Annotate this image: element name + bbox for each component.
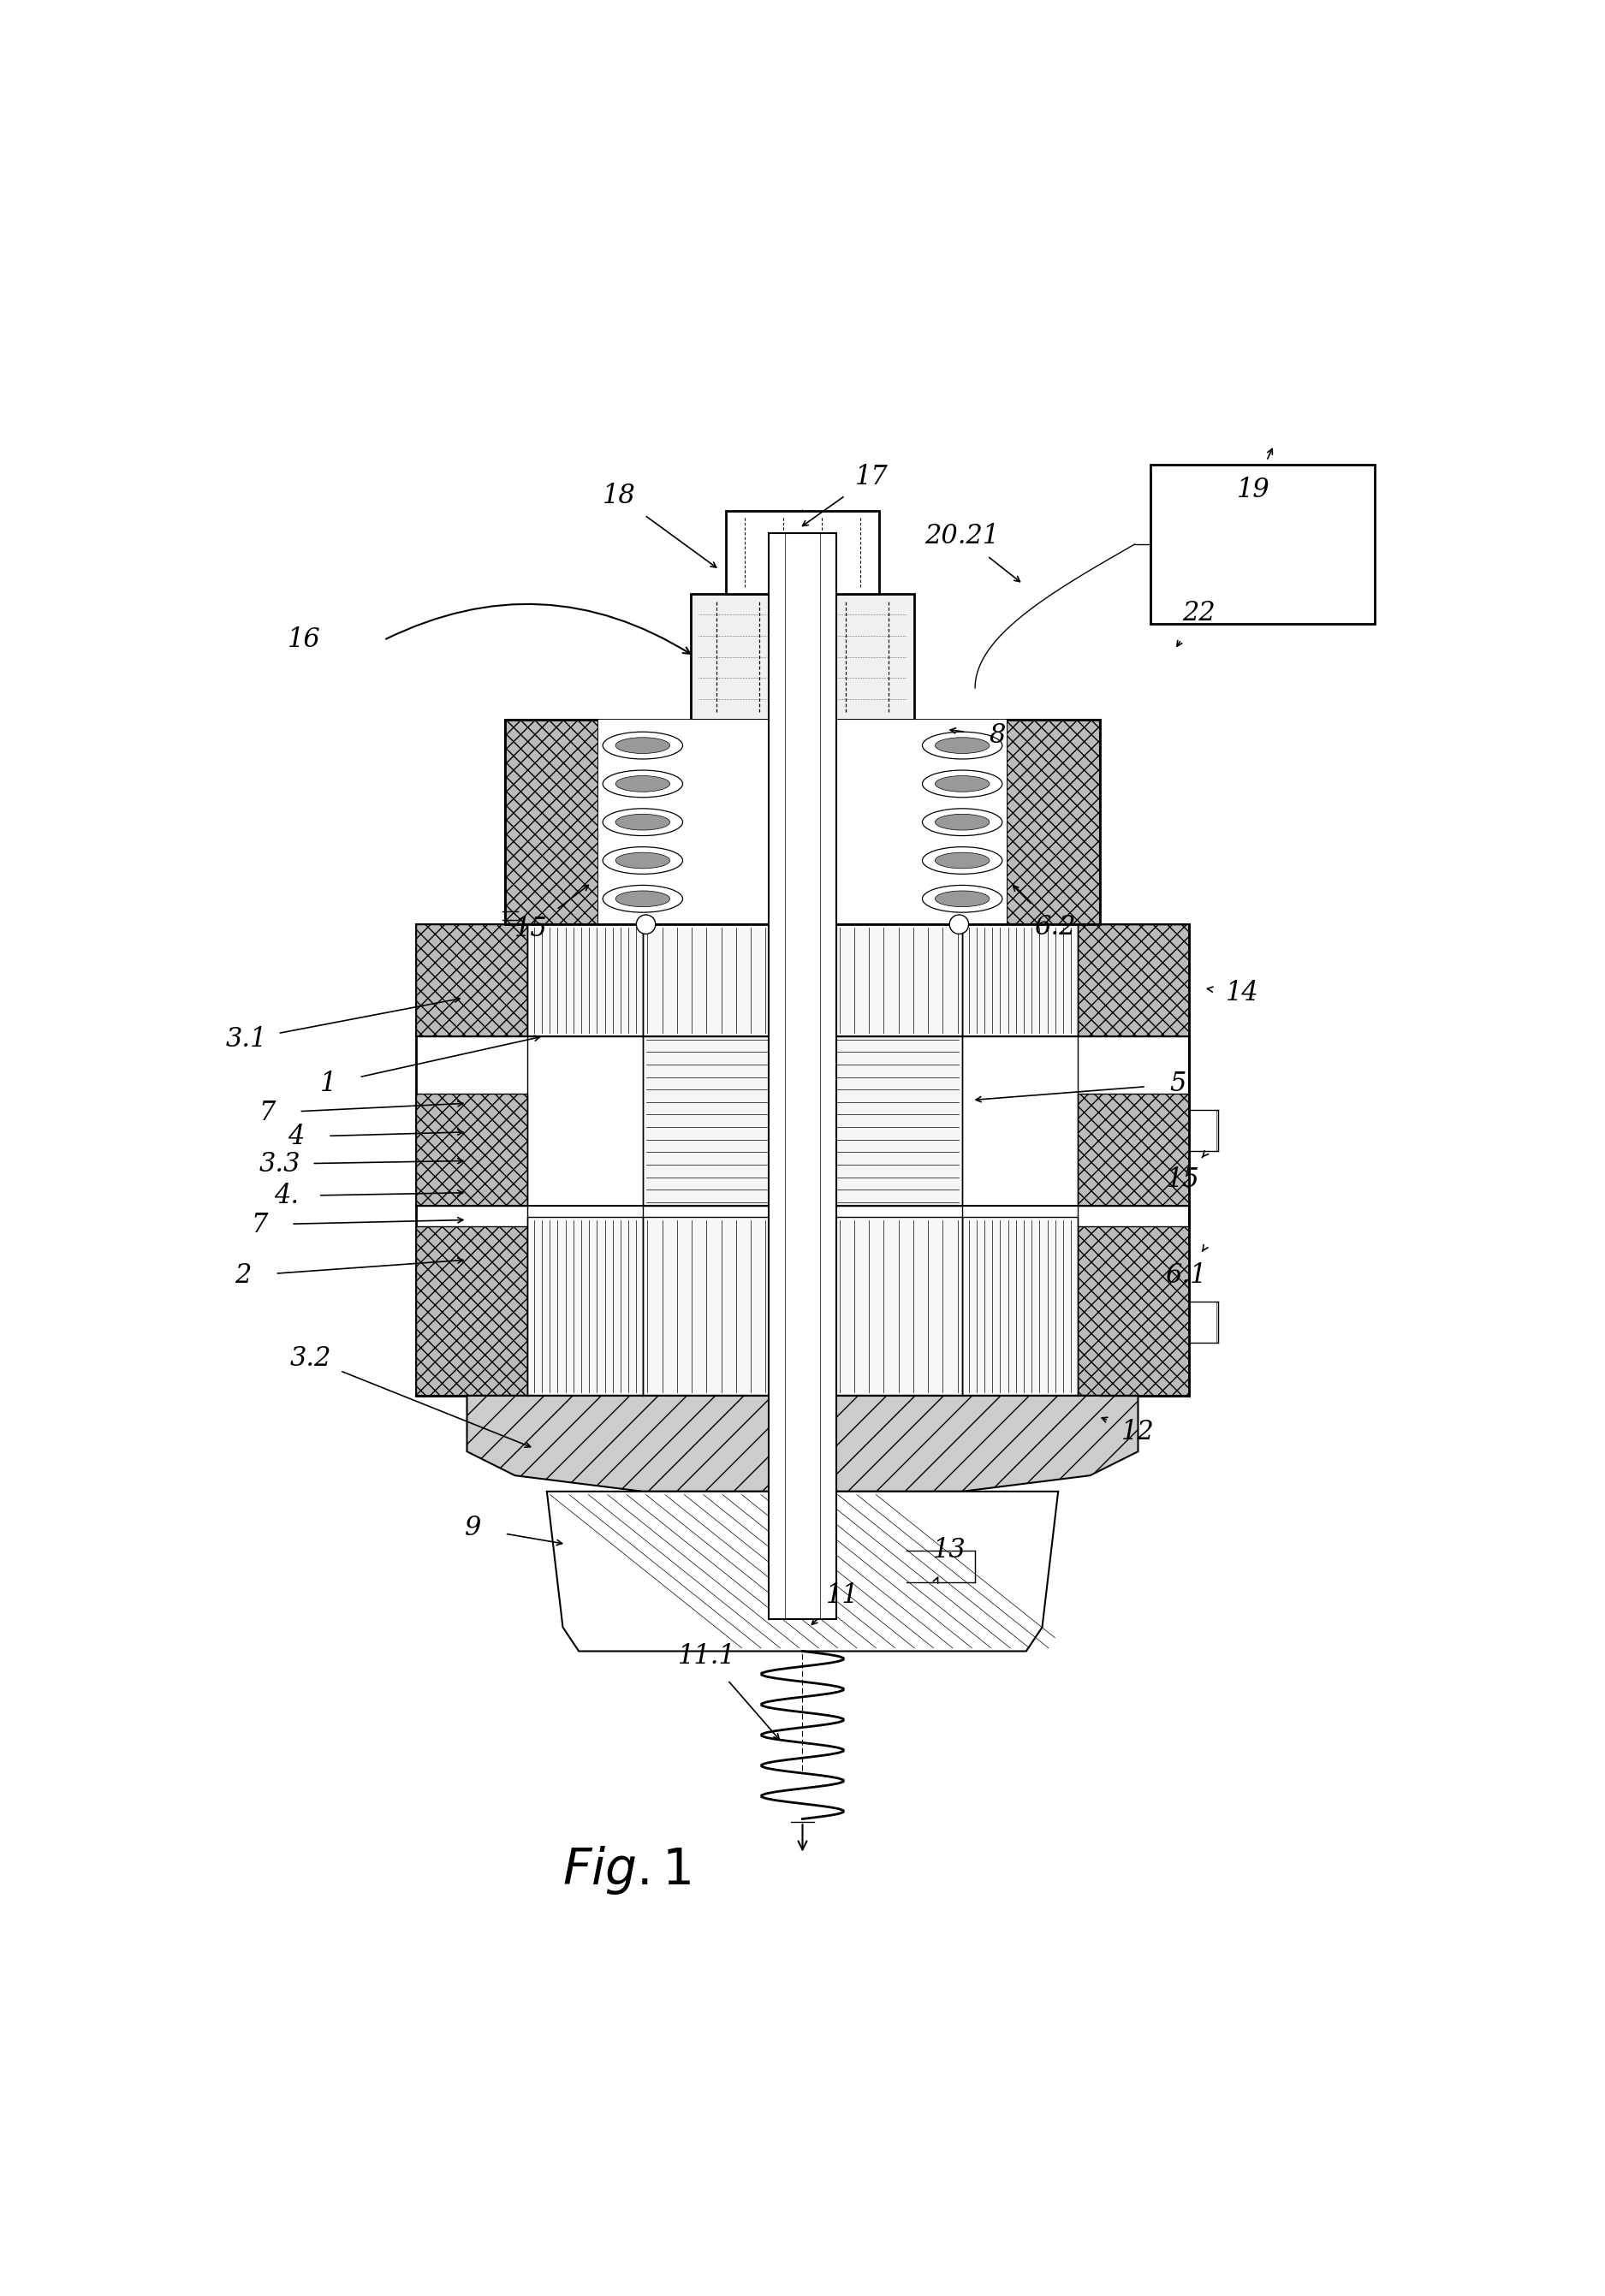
Bar [690, 595, 915, 721]
Ellipse shape [616, 891, 669, 907]
Polygon shape [547, 1492, 1058, 1651]
Bar [1006, 721, 1099, 925]
Ellipse shape [936, 891, 989, 907]
Text: 1: 1 [319, 1070, 335, 1097]
Bar [642, 925, 963, 1035]
Text: 18: 18 [602, 482, 636, 510]
Bar [642, 1035, 963, 1205]
Ellipse shape [636, 914, 655, 934]
Text: 3.2: 3.2 [289, 1345, 331, 1373]
Ellipse shape [923, 769, 1002, 797]
Text: 13: 13 [933, 1538, 966, 1564]
Ellipse shape [616, 815, 669, 831]
Ellipse shape [936, 776, 989, 792]
Bar [963, 925, 1077, 1035]
Ellipse shape [936, 737, 989, 753]
Text: 17: 17 [854, 464, 888, 491]
Ellipse shape [616, 776, 669, 792]
Ellipse shape [923, 847, 1002, 875]
Bar [1077, 1226, 1189, 1396]
Bar [725, 510, 880, 595]
Text: 5: 5 [1170, 1070, 1186, 1097]
Text: 2: 2 [234, 1263, 252, 1288]
Text: 9: 9 [465, 1515, 482, 1541]
Text: 3.1: 3.1 [226, 1026, 266, 1052]
Bar [642, 1217, 963, 1396]
Text: $\it{Fig.1}$: $\it{Fig.1}$ [562, 1844, 692, 1896]
Bar [963, 1217, 1077, 1396]
Ellipse shape [950, 914, 969, 934]
Ellipse shape [936, 815, 989, 831]
Text: 6.1: 6.1 [1165, 1263, 1207, 1288]
Text: 15: 15 [1167, 1166, 1199, 1194]
Bar [599, 721, 1006, 925]
Text: 16: 16 [287, 627, 321, 654]
Text: 7: 7 [258, 1100, 276, 1125]
Bar [416, 1226, 528, 1396]
Bar [528, 925, 642, 1035]
Text: 11: 11 [827, 1582, 859, 1609]
Text: 4: 4 [287, 1123, 305, 1150]
Bar [1077, 1093, 1189, 1205]
Ellipse shape [603, 732, 682, 760]
Text: 6.2: 6.2 [1034, 914, 1075, 941]
Ellipse shape [923, 732, 1002, 760]
Text: 22: 22 [1183, 599, 1215, 627]
Text: 3.3: 3.3 [260, 1150, 300, 1178]
Ellipse shape [616, 852, 669, 868]
Ellipse shape [616, 737, 669, 753]
Bar [416, 925, 1189, 1396]
Ellipse shape [603, 769, 682, 797]
Bar [1077, 925, 1189, 1035]
Text: 7: 7 [250, 1212, 268, 1238]
Ellipse shape [603, 808, 682, 836]
Text: 8: 8 [989, 723, 1006, 748]
Text: 14: 14 [1225, 980, 1258, 1006]
Ellipse shape [923, 886, 1002, 912]
Bar [416, 925, 528, 1035]
Bar [506, 721, 599, 925]
Bar [769, 533, 836, 1619]
Bar [1151, 464, 1374, 625]
Bar [528, 1217, 642, 1396]
Text: 4.: 4. [274, 1182, 299, 1210]
Ellipse shape [603, 886, 682, 912]
Text: 19: 19 [1236, 478, 1270, 503]
Bar [416, 1093, 528, 1205]
Polygon shape [467, 1396, 1138, 1492]
Ellipse shape [936, 852, 989, 868]
Ellipse shape [603, 847, 682, 875]
Text: 20.21: 20.21 [924, 523, 1000, 549]
Text: 12: 12 [1122, 1419, 1154, 1446]
Text: 11.1: 11.1 [677, 1642, 735, 1669]
Text: 15: 15 [514, 916, 547, 941]
Ellipse shape [923, 808, 1002, 836]
